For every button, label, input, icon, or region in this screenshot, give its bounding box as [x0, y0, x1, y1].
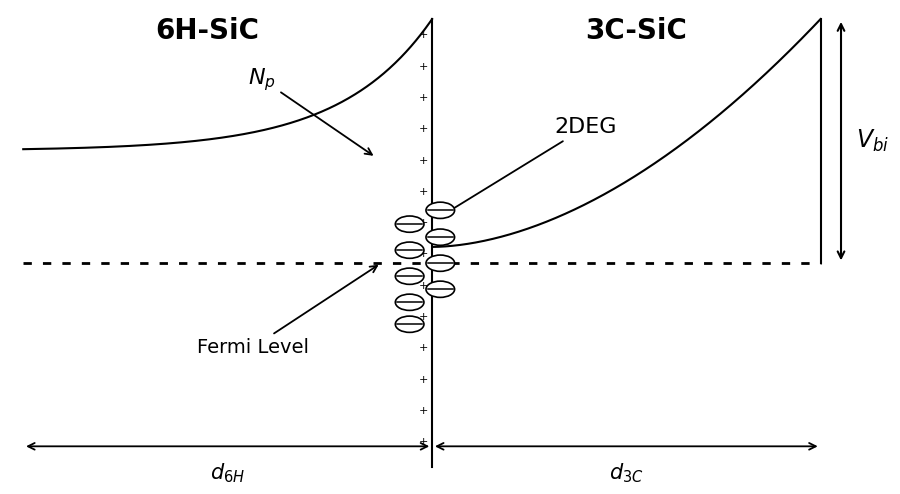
- Text: +: +: [419, 218, 428, 228]
- Ellipse shape: [395, 294, 424, 310]
- Text: +: +: [419, 281, 428, 291]
- Ellipse shape: [426, 202, 454, 218]
- Text: +: +: [419, 249, 428, 259]
- Ellipse shape: [395, 316, 424, 332]
- Text: +: +: [419, 187, 428, 197]
- Text: 3C-SiC: 3C-SiC: [586, 17, 688, 45]
- Text: +: +: [419, 406, 428, 416]
- Ellipse shape: [395, 242, 424, 258]
- Ellipse shape: [395, 216, 424, 232]
- Text: Fermi Level: Fermi Level: [197, 266, 377, 357]
- Text: +: +: [419, 124, 428, 134]
- Ellipse shape: [426, 255, 454, 271]
- Text: +: +: [419, 62, 428, 72]
- Ellipse shape: [426, 281, 454, 297]
- Text: +: +: [419, 343, 428, 353]
- Text: $N_p$: $N_p$: [248, 66, 372, 155]
- Text: 2DEG: 2DEG: [441, 117, 617, 216]
- Text: $d_{3C}$: $d_{3C}$: [609, 461, 644, 485]
- Text: +: +: [419, 156, 428, 165]
- Ellipse shape: [395, 268, 424, 285]
- Text: +: +: [419, 312, 428, 322]
- Text: +: +: [419, 437, 428, 447]
- Text: +: +: [419, 30, 428, 41]
- Text: +: +: [419, 374, 428, 385]
- Text: +: +: [419, 93, 428, 103]
- Text: 6H-SiC: 6H-SiC: [155, 17, 259, 45]
- Text: $d_{6H}$: $d_{6H}$: [210, 461, 245, 485]
- Text: $V_{bi}$: $V_{bi}$: [856, 128, 889, 154]
- Ellipse shape: [426, 229, 454, 246]
